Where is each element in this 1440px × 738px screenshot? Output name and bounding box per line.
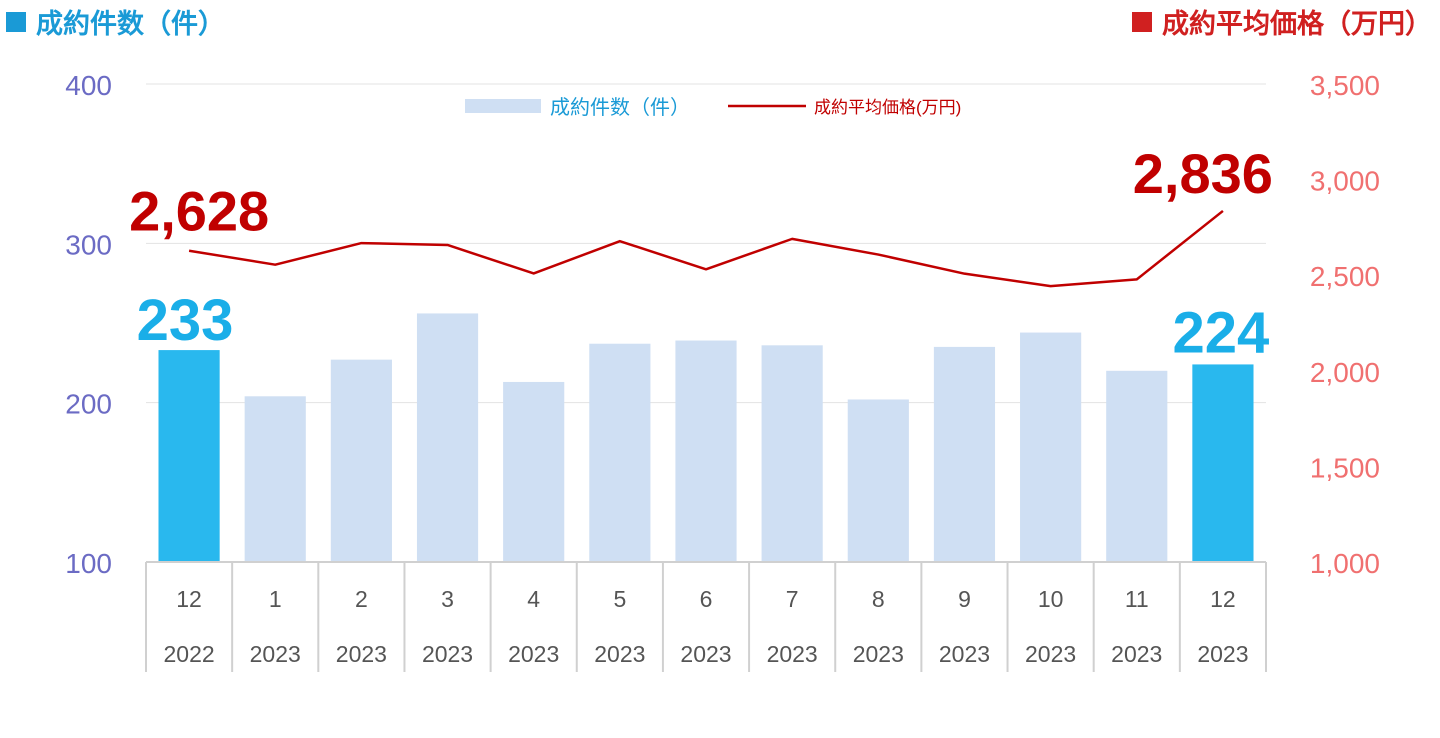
right-tick-label: 1,500 bbox=[1310, 452, 1380, 483]
x-tick-year: 2023 bbox=[508, 641, 559, 667]
x-tick-year: 2023 bbox=[1111, 641, 1162, 667]
legend: 成約件数（件） 成約平均価格(万円) bbox=[465, 96, 961, 119]
x-tick-month: 7 bbox=[786, 586, 799, 612]
x-tick-month: 3 bbox=[441, 586, 454, 612]
bar bbox=[589, 343, 651, 562]
x-tick-year: 2023 bbox=[422, 641, 473, 667]
left-title-square bbox=[6, 11, 26, 32]
bar bbox=[416, 313, 479, 562]
legend-bar-swatch bbox=[465, 99, 541, 113]
x-tick-month: 11 bbox=[1125, 586, 1149, 612]
bar bbox=[330, 359, 392, 562]
right-tick-label: 3,000 bbox=[1310, 166, 1380, 197]
x-tick-month: 4 bbox=[527, 586, 540, 612]
x-tick-month: 9 bbox=[958, 586, 971, 612]
x-tick-year: 2023 bbox=[853, 641, 904, 667]
x-tick-year: 2023 bbox=[680, 641, 731, 667]
x-tick-year: 2023 bbox=[767, 641, 818, 667]
x-tick-month: 5 bbox=[613, 586, 626, 612]
x-tick-month: 6 bbox=[700, 586, 713, 612]
bar-label-last: 224 bbox=[1173, 300, 1270, 365]
right-tick-label: 3,500 bbox=[1310, 70, 1380, 101]
data-labels: 233 224 2,628 2,836 bbox=[129, 142, 1273, 365]
x-tick-month: 10 bbox=[1038, 586, 1064, 612]
price-line bbox=[188, 209, 1224, 288]
bar bbox=[847, 399, 909, 562]
left-tick-label: 100 bbox=[65, 548, 112, 579]
legend-line-label: 成約平均価格(万円) bbox=[814, 98, 961, 117]
x-tick-month: 1 bbox=[269, 586, 282, 612]
x-tick-year: 2023 bbox=[1197, 641, 1248, 667]
bar bbox=[1106, 370, 1168, 562]
left-tick-label: 400 bbox=[65, 70, 112, 101]
right-axis-title: 成約平均価格（万円） bbox=[1132, 2, 1432, 41]
x-tick-year: 2022 bbox=[163, 641, 214, 667]
right-title-square bbox=[1132, 11, 1152, 32]
left-title-text: 成約件数（件） bbox=[36, 9, 225, 40]
bar-series bbox=[158, 313, 1254, 562]
x-tick-year: 2023 bbox=[594, 641, 645, 667]
left-tick-label: 300 bbox=[65, 229, 112, 260]
bar bbox=[933, 346, 996, 562]
right-tick-label: 1,000 bbox=[1310, 548, 1380, 579]
x-tick-month: 8 bbox=[872, 586, 885, 612]
legend-bar-label: 成約件数（件） bbox=[550, 96, 690, 119]
x-tick-year: 2023 bbox=[1025, 641, 1076, 667]
bar bbox=[1020, 332, 1082, 562]
bar bbox=[761, 345, 823, 562]
line-label-last: 2,836 bbox=[1133, 142, 1273, 205]
x-tick-year: 2023 bbox=[939, 641, 990, 667]
x-tick-year: 2023 bbox=[336, 641, 387, 667]
axes: 400 300 200 100 3,500 3,000 2,500 2,000 1,500 1,0… bbox=[65, 70, 1380, 579]
right-title-text: 成約平均価格（万円） bbox=[1162, 9, 1432, 40]
x-tick-month: 12 bbox=[1210, 586, 1236, 612]
line-label-first: 2,628 bbox=[129, 180, 269, 243]
left-axis-title: 成約件数（件） bbox=[6, 2, 225, 41]
bar bbox=[158, 350, 220, 562]
x-axis-table: 12 2022 1 2023 2 2023 3 2023 4 2023 5 2023 6 2023 7 202… bbox=[145, 561, 1267, 672]
bar bbox=[244, 396, 306, 562]
bar bbox=[675, 340, 737, 562]
left-tick-label: 200 bbox=[65, 389, 112, 420]
x-tick-month: 12 bbox=[176, 586, 202, 612]
bar bbox=[503, 381, 565, 562]
x-tick-year: 2023 bbox=[250, 641, 301, 667]
right-tick-label: 2,000 bbox=[1310, 357, 1380, 388]
bar bbox=[1192, 364, 1254, 562]
right-tick-label: 2,500 bbox=[1310, 261, 1380, 292]
line-series bbox=[188, 209, 1224, 288]
x-tick-month: 2 bbox=[355, 586, 368, 612]
bar-label-first: 233 bbox=[137, 288, 234, 353]
